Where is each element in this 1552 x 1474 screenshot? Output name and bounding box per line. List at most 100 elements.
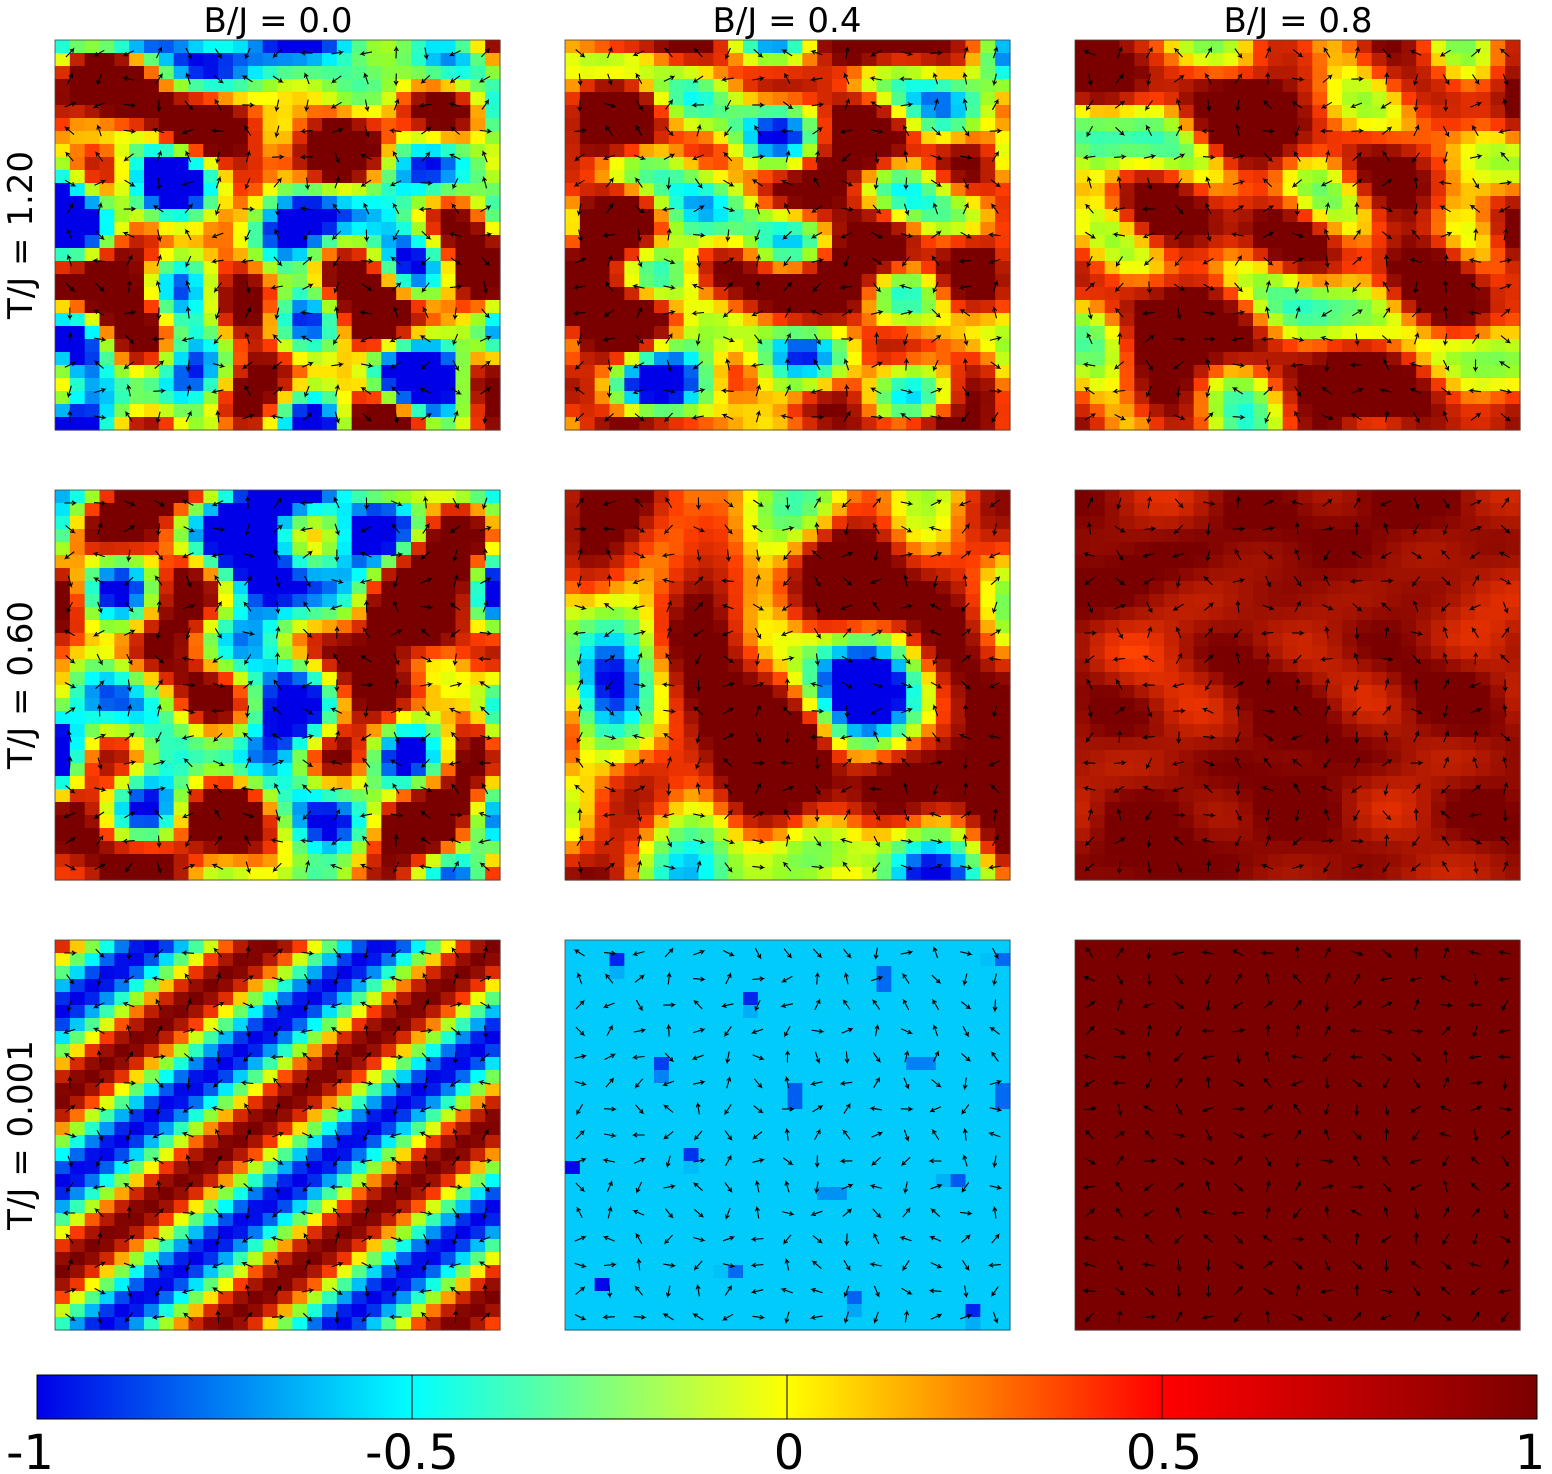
heatmap-cell [846,53,863,67]
heatmap-cell [594,581,611,595]
heatmap-cell [1119,287,1135,301]
heatmap-cell [351,118,368,132]
heatmap-cell [1282,300,1299,314]
heatmap-cell [203,503,219,517]
heatmap-cell [1149,391,1165,405]
heatmap-cell [396,711,412,725]
heatmap-cell [1208,417,1224,431]
heatmap-cell [425,802,442,816]
heatmap-cell [1431,516,1447,530]
heatmap-cell [1416,490,1432,504]
heatmap-cell [455,776,471,790]
heatmap-cell [668,711,685,725]
heatmap-cell [743,698,759,712]
heatmap-cell [173,776,190,790]
heatmap-cell [114,802,130,816]
heatmap-cell [173,131,190,145]
heatmap-cell [114,503,130,517]
heatmap-cell [129,261,145,275]
heatmap-cell [1431,326,1447,340]
heatmap-cell [129,776,145,790]
heatmap-cell [965,815,981,829]
heatmap-cell [832,222,848,236]
heatmap-cell [683,261,700,275]
heatmap-cell [624,542,640,556]
heatmap-cell [921,750,937,764]
heatmap-cell [639,737,655,751]
heatmap-cell [1193,339,1210,353]
heatmap-cell [1253,352,1269,366]
heatmap-cell [728,685,744,699]
heatmap-cell [69,750,86,764]
heatmap-cell [1312,105,1328,119]
heatmap-cell [935,581,952,595]
heatmap-cell [1386,516,1402,530]
heatmap-cell [654,196,670,210]
heatmap-cell [891,339,907,353]
heatmap-cell [381,724,397,738]
heatmap-cell [1371,633,1388,647]
heatmap-cell [262,287,279,301]
heatmap-cell [906,274,922,288]
heatmap-cell [1119,365,1135,379]
heatmap-cell [594,529,611,543]
heatmap-cell [743,274,759,288]
heatmap-cell [965,607,981,621]
heatmap-cell [277,867,293,881]
heatmap-cell [1386,594,1402,608]
heatmap-cell [787,633,803,647]
heatmap-cell [1371,248,1388,262]
heatmap-cell [366,235,382,249]
heatmap-cell [396,763,412,777]
heatmap-cell [292,802,308,816]
heatmap-cell [1505,620,1521,634]
heatmap-cell [336,326,353,340]
heatmap-cell [218,750,234,764]
heatmap-cell [817,750,833,764]
heatmap-cell [624,209,640,223]
heatmap-cell [188,378,204,392]
heatmap-cell [336,516,353,530]
heatmap-cell [1475,503,1491,517]
heatmap-cell [188,183,204,197]
heatmap-cell [980,737,996,751]
heatmap-cell [935,607,952,621]
heatmap-cell [366,92,382,106]
heatmap-cell [292,555,308,569]
heatmap-cell [654,672,670,686]
heatmap-cell [55,503,71,517]
heatmap-cell [743,92,759,106]
heatmap-cell [1149,490,1165,504]
heatmap-cell [683,235,700,249]
heatmap-cell [624,326,640,340]
heatmap-cell [203,724,219,738]
heatmap-cell [787,854,803,868]
heatmap-cell [1253,503,1269,517]
heatmap-cell [1371,529,1388,543]
heatmap-cell [1238,339,1254,353]
heatmap-cell [1490,659,1506,673]
heatmap-cell [891,607,907,621]
heatmap-cell [351,867,368,881]
heatmap-cell [817,737,833,751]
heatmap-cell [247,300,264,314]
heatmap-cell [935,235,952,249]
heatmap-cell [233,672,249,686]
heatmap-cell [698,867,714,881]
heatmap-cell [891,40,907,54]
heatmap-cell [565,750,581,764]
heatmap-cell [218,516,234,530]
heatmap-cell [336,209,353,223]
heatmap-cell [1178,378,1195,392]
heatmap-cell [772,815,789,829]
heatmap-cell [579,365,596,379]
heatmap-cell [965,555,981,569]
heatmap-cell [950,737,967,751]
heatmap-cell [247,724,264,738]
heatmap-cell [1475,326,1491,340]
heatmap-cell [609,209,625,223]
heatmap-cell [366,568,382,582]
heatmap-cell [455,841,471,855]
heatmap-cell [891,802,907,816]
heatmap-cell [247,313,264,327]
